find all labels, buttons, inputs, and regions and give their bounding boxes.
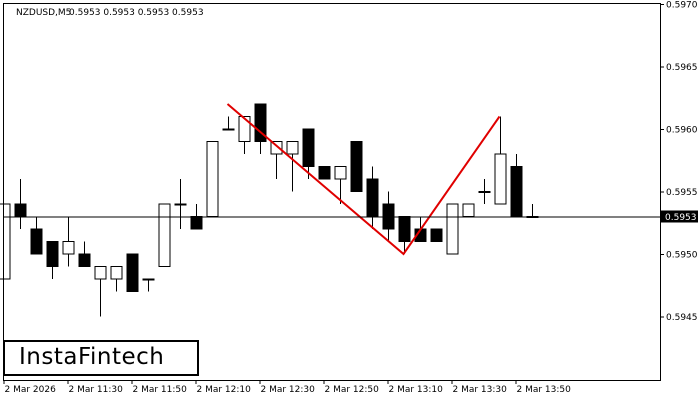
candle-body (510, 166, 523, 217)
candle-body (270, 141, 283, 155)
candle-body (190, 216, 203, 230)
x-axis-tick-label: 2 Mar 12:30 (261, 385, 316, 395)
y-axis-tick-label: 0.5960 (666, 126, 698, 136)
candle-body (334, 166, 347, 180)
y-axis-tick-label: 0.5965 (666, 63, 698, 73)
candle-body (14, 203, 27, 217)
candle-body (30, 228, 43, 255)
axes-layer: 0.5970 0.5965 0.5960 0.5955 0.5950 0.5945 0.59… (3, 1, 698, 395)
x-axis-tick-label: 2 Mar 11:30 (69, 385, 124, 395)
candle-body (206, 141, 219, 217)
candle-body (478, 191, 491, 193)
candle-body (0, 203, 11, 280)
candle-body (126, 253, 139, 292)
candle-body (494, 153, 507, 205)
candle-body (110, 266, 123, 280)
candle-body (238, 116, 251, 142)
candle-body (398, 216, 411, 242)
candle-body (350, 141, 363, 192)
candle-body (446, 203, 459, 255)
chart-ohlc: 0.5953 0.5953 0.5953 0.5953 (69, 8, 204, 18)
candle-body (94, 266, 107, 280)
current-price-label: 0.5953 (665, 213, 697, 223)
brand-logo-text: InstaFintech (19, 344, 165, 370)
x-axis-tick-label: 2 Mar 13:50 (517, 385, 572, 395)
candle-body (142, 278, 155, 281)
x-axis-tick-label: 2 Mar 13:10 (389, 385, 444, 395)
x-axis-tick-label: 2 Mar 12:50 (325, 385, 380, 395)
pattern-layer (226, 103, 501, 256)
y-axis-tick-label: 0.5955 (666, 188, 698, 198)
candle-body (222, 128, 235, 131)
brand-logo: InstaFintech (3, 340, 199, 376)
y-axis-tick-label: 0.5945 (666, 313, 698, 323)
candle-body (254, 103, 267, 142)
candle-body (78, 253, 91, 267)
candle-body (174, 203, 187, 206)
current-price-label-bg (661, 210, 698, 223)
y-axis-tick-label: 0.5950 (666, 251, 698, 261)
candle-body (62, 241, 75, 255)
x-axis-tick-label: 2 Mar 13:30 (453, 385, 508, 395)
chart-symbol: NZDUSD,M5 (16, 8, 71, 18)
candle-body (46, 241, 59, 267)
x-axis-tick-label: 2 Mar 2026 (5, 385, 57, 395)
candle-body (366, 178, 379, 217)
candle-body (430, 228, 443, 242)
candle-body (158, 203, 171, 267)
candle-body (302, 128, 315, 167)
y-axis-tick-label: 0.5970 (666, 1, 698, 11)
candle-body (286, 141, 299, 155)
candles-layer (0, 103, 539, 317)
pattern-line (226, 103, 501, 256)
candle-body (462, 203, 475, 217)
x-axis-tick-label: 2 Mar 11:50 (133, 385, 188, 395)
x-axis-tick-label: 2 Mar 12:10 (197, 385, 252, 395)
candle-body (318, 166, 331, 180)
